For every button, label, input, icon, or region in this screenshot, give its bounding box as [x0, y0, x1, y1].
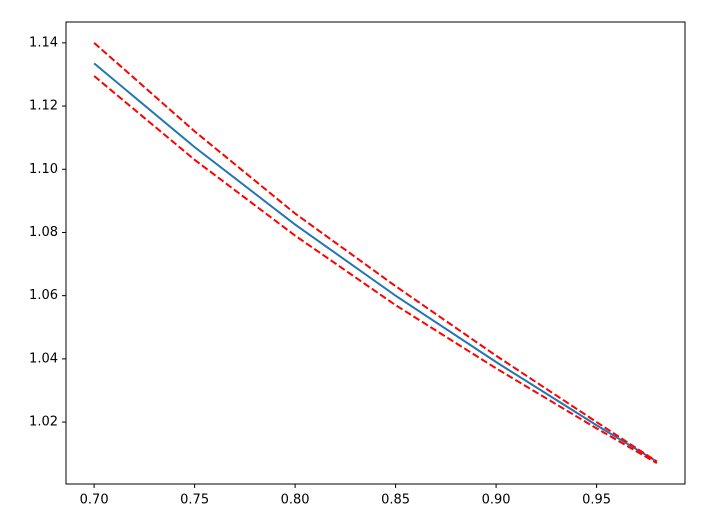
x-tick-label: 0.90	[482, 493, 511, 508]
y-tick-label: 1.14	[29, 35, 58, 50]
series-line	[93, 75, 658, 465]
plot-frame	[65, 21, 686, 485]
y-tick-label: 1.10	[29, 162, 58, 177]
y-tick-label: 1.06	[29, 288, 58, 303]
y-tick-label: 1.02	[29, 415, 58, 430]
series-line	[93, 42, 658, 463]
x-tick-label: 0.70	[80, 493, 109, 508]
x-tick-label: 0.75	[180, 493, 209, 508]
x-tick-label: 0.95	[582, 493, 611, 508]
x-tick-label: 0.80	[281, 493, 310, 508]
x-tick-label: 0.85	[381, 493, 410, 508]
y-tick-label: 1.04	[29, 351, 58, 366]
y-tick-label: 1.08	[29, 225, 58, 240]
y-tick-label: 1.12	[29, 99, 58, 114]
series-line	[93, 62, 658, 463]
